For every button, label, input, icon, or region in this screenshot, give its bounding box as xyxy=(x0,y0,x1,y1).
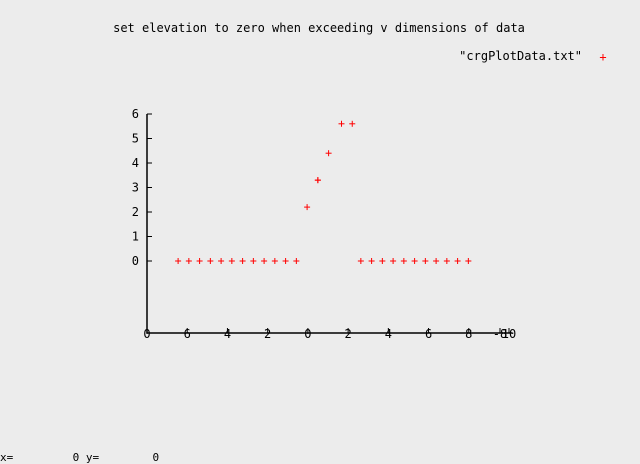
data-point xyxy=(207,258,214,264)
data-point xyxy=(454,258,461,264)
data-point xyxy=(411,258,418,264)
data-point xyxy=(282,258,289,264)
y-tick-label: 1 xyxy=(132,230,139,244)
data-point xyxy=(218,258,225,264)
status-x-label: x= xyxy=(0,451,14,464)
x-tick-label: 6 xyxy=(425,327,432,341)
data-point xyxy=(314,177,321,184)
status-y-label: y= xyxy=(85,451,100,464)
x-tick-label: 10 xyxy=(502,327,516,341)
x-ticks: 0 6 4 2 0 2 4 6 8 10-8 xyxy=(143,327,516,341)
x-tick-label: 0 xyxy=(304,327,311,341)
axes xyxy=(146,114,512,334)
status-bar: x= 0 y= 0 xyxy=(0,451,159,464)
data-point xyxy=(304,204,311,211)
data-points xyxy=(175,120,472,264)
x-tick-label: 2 xyxy=(264,327,271,341)
y-ticks: 0 1 2 3 4 5 6 xyxy=(132,107,152,268)
legend-label: "crgPlotData.txt" xyxy=(459,49,582,63)
status-y-value: 0 xyxy=(152,451,160,464)
data-point xyxy=(175,258,182,264)
data-point xyxy=(325,150,332,157)
y-tick-label: 5 xyxy=(132,132,139,146)
x-tick-label: 0 xyxy=(143,327,150,341)
data-point xyxy=(185,258,192,264)
x-tick-label: -8 xyxy=(493,327,507,341)
data-point xyxy=(357,258,364,264)
data-point xyxy=(293,258,300,264)
x-tick-label: 6 xyxy=(184,327,191,341)
data-point xyxy=(368,258,375,264)
y-tick-label: 0 xyxy=(132,254,139,268)
data-point xyxy=(390,258,397,264)
data-point xyxy=(239,258,246,264)
data-point xyxy=(250,258,257,264)
data-point xyxy=(379,258,386,264)
data-point xyxy=(228,258,235,264)
data-point xyxy=(338,120,345,127)
data-point xyxy=(261,258,268,264)
data-point xyxy=(196,258,203,264)
y-tick-label: 2 xyxy=(132,205,139,219)
y-tick-label: 4 xyxy=(132,156,139,170)
x-tick-label: 4 xyxy=(385,327,392,341)
chart-title: set elevation to zero when exceeding v d… xyxy=(113,21,525,35)
data-point xyxy=(349,120,356,127)
x-tick-label: 8 xyxy=(465,327,472,341)
legend-marker: + xyxy=(599,50,606,64)
y-tick-label: 6 xyxy=(132,107,139,121)
x-tick-label: 4 xyxy=(224,327,231,341)
data-point xyxy=(465,258,472,264)
data-point xyxy=(433,258,440,264)
x-tick-label: 2 xyxy=(344,327,351,341)
status-x-value: 0 xyxy=(72,451,80,464)
data-point xyxy=(400,258,407,264)
data-point xyxy=(443,258,450,264)
y-tick-label: 3 xyxy=(132,181,139,195)
data-point xyxy=(271,258,278,264)
legend: "crgPlotData.txt" + xyxy=(459,49,606,64)
data-point xyxy=(422,258,429,264)
